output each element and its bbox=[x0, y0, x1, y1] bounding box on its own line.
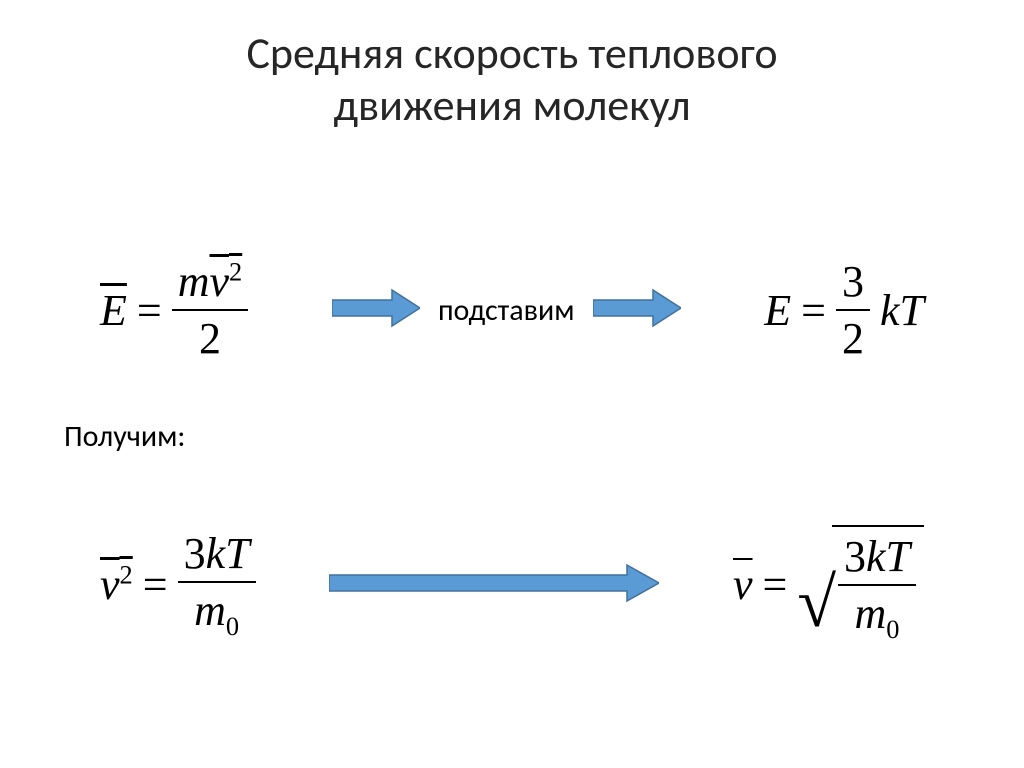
symbol-v2-bar: v2 bbox=[100, 559, 133, 610]
denominator-2: 2 bbox=[172, 309, 249, 364]
sqrt-3kT-over-m0: √ 3kT m0 bbox=[797, 525, 924, 645]
formula-v-sqrt: v = √ 3kT m0 bbox=[733, 525, 924, 645]
title-line1: Средняя скорость теплового bbox=[246, 26, 777, 80]
formula-v2-eq: v2 = 3kT m0 bbox=[100, 528, 256, 642]
label-obtain: Получим: bbox=[64, 418, 185, 455]
symbol-v-bar: v bbox=[733, 559, 753, 610]
equals: = bbox=[763, 559, 788, 610]
den-sub-0: 0 bbox=[226, 611, 239, 641]
row-substitution: E = mv2 2 подставим E bbox=[100, 250, 924, 370]
symbol-T: T bbox=[900, 286, 924, 335]
symbol-E: E bbox=[764, 285, 791, 336]
fraction-3-over-2: 3 2 bbox=[836, 256, 870, 364]
row-result: v2 = 3kT m0 v = √ bbox=[100, 500, 924, 670]
slide: Средняя скорость теплового движения моле… bbox=[0, 0, 1024, 768]
den-m: m bbox=[855, 589, 887, 638]
num-T: T bbox=[225, 529, 249, 578]
num-3: 3 bbox=[184, 529, 206, 578]
label-substitute: подставим bbox=[438, 292, 575, 329]
equals: = bbox=[143, 559, 168, 610]
title-line2: движения молекул bbox=[333, 78, 690, 132]
equals: = bbox=[137, 285, 162, 336]
symbol-m: m bbox=[178, 257, 210, 306]
fraction-3kT-over-m0: 3kT m0 bbox=[178, 528, 256, 642]
num-3: 3 bbox=[844, 532, 866, 581]
formula-kinetic-energy: E = mv2 2 bbox=[100, 256, 248, 364]
den-sub-0: 0 bbox=[886, 614, 899, 644]
arrow-right-long-icon bbox=[329, 563, 659, 608]
arrow-right-icon bbox=[332, 288, 420, 333]
symbol-E-bar: E bbox=[100, 285, 127, 336]
symbol-k: k bbox=[880, 286, 900, 335]
equals: = bbox=[801, 285, 826, 336]
num-T: T bbox=[886, 532, 910, 581]
symbol-v2-bar: v2 bbox=[210, 257, 243, 306]
arrow-right-icon bbox=[593, 288, 681, 333]
radical-icon: √ bbox=[797, 568, 836, 638]
page-title: Средняя скорость теплового движения моле… bbox=[0, 28, 1024, 132]
formula-E-32kT: E = 3 2 kT bbox=[764, 256, 924, 364]
den-m: m bbox=[194, 586, 226, 635]
num-k: k bbox=[866, 532, 886, 581]
fraction-mv2-over-2: mv2 2 bbox=[172, 256, 249, 364]
substitute-group: подставим bbox=[332, 288, 681, 333]
num-k: k bbox=[206, 529, 226, 578]
